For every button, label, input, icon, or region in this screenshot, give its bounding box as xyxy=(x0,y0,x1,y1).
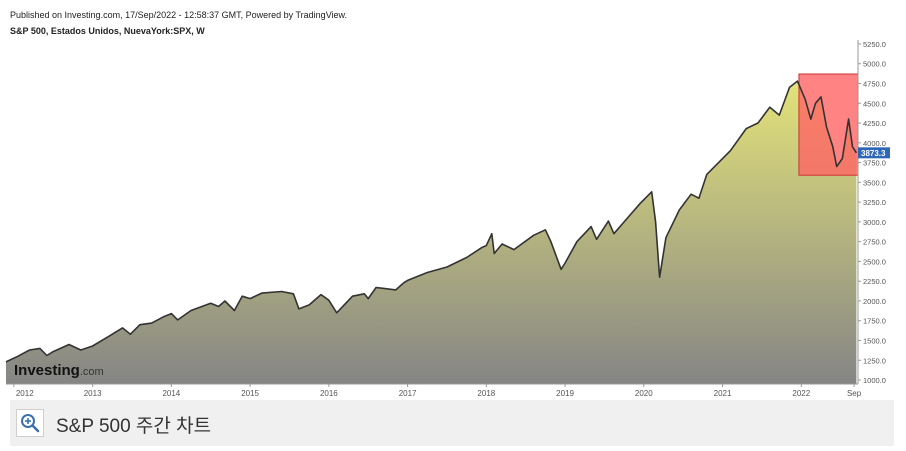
caption-text: S&P 500 주간 차트 xyxy=(56,416,212,437)
x-tick-label: 2017 xyxy=(399,389,417,398)
x-tick-label: 2021 xyxy=(714,389,732,398)
watermark-suffix: .com xyxy=(80,366,104,378)
x-tick-label: 2018 xyxy=(477,389,495,398)
x-tick-label: 2022 xyxy=(792,389,810,398)
y-tick-label: 2000.0 xyxy=(863,297,886,306)
zoom-button[interactable] xyxy=(16,409,44,437)
published-note: Published on Investing.com, 17/Sep/2022 … xyxy=(10,10,348,20)
y-tick-label: 3000.0 xyxy=(863,218,886,227)
y-tick-label: 4750.0 xyxy=(863,79,886,88)
x-tick-label: 2014 xyxy=(162,389,180,398)
y-tick-label: 1250.0 xyxy=(863,356,886,365)
y-tick-label: 3250.0 xyxy=(863,198,886,207)
chart-area: 1000.0 1250.0 1500.0 1750.0 2000.0 2250.0 2500… xyxy=(5,10,890,398)
x-tick-label: 2013 xyxy=(84,389,102,398)
last-price-badge xyxy=(858,147,890,159)
zoom-in-icon xyxy=(21,414,40,433)
y-tick-label: 1500.0 xyxy=(863,337,886,346)
x-tick-label: 2015 xyxy=(241,389,259,398)
series-title: S&P 500, Estados Unidos, NuevaYork:SPX, … xyxy=(10,26,205,36)
y-tick-label: 4250.0 xyxy=(863,119,886,128)
investing-watermark: Investing.com xyxy=(14,362,104,379)
caption-bar: S&P 500 주간 차트 xyxy=(10,400,894,446)
y-tick-label: 3500.0 xyxy=(863,178,886,187)
price-line xyxy=(5,80,858,363)
y-tick-label: 4000.0 xyxy=(863,139,886,148)
x-tick-label: 2016 xyxy=(320,389,338,398)
y-tick-label: 3750.0 xyxy=(863,159,886,168)
x-tick-label: 2019 xyxy=(556,389,574,398)
x-tick-label: Sep xyxy=(847,389,862,398)
last-price-marker: 3873.3 xyxy=(858,147,890,159)
x-tick-label: 2020 xyxy=(635,389,653,398)
price-area xyxy=(6,81,857,384)
price-chart: 1000.0 1250.0 1500.0 1750.0 2000.0 2250.0 2500… xyxy=(5,40,890,398)
y-tick-label: 4500.0 xyxy=(863,99,886,108)
y-tick-label: 2750.0 xyxy=(863,238,886,247)
y-tick-label: 5250.0 xyxy=(863,40,886,49)
y-tick-label: 2500.0 xyxy=(863,257,886,266)
svg-text:Investing.com: Investing.com xyxy=(14,362,104,379)
y-tick-label: 2250.0 xyxy=(863,277,886,286)
watermark-brand: Investing xyxy=(14,362,80,379)
x-tick-label: 2012 xyxy=(16,389,34,398)
y-tick-label: 5000.0 xyxy=(863,60,886,69)
y-tick-label: 1000.0 xyxy=(863,376,886,385)
last-price-label: 3873.3 xyxy=(861,149,886,158)
y-tick-label: 1750.0 xyxy=(863,317,886,326)
